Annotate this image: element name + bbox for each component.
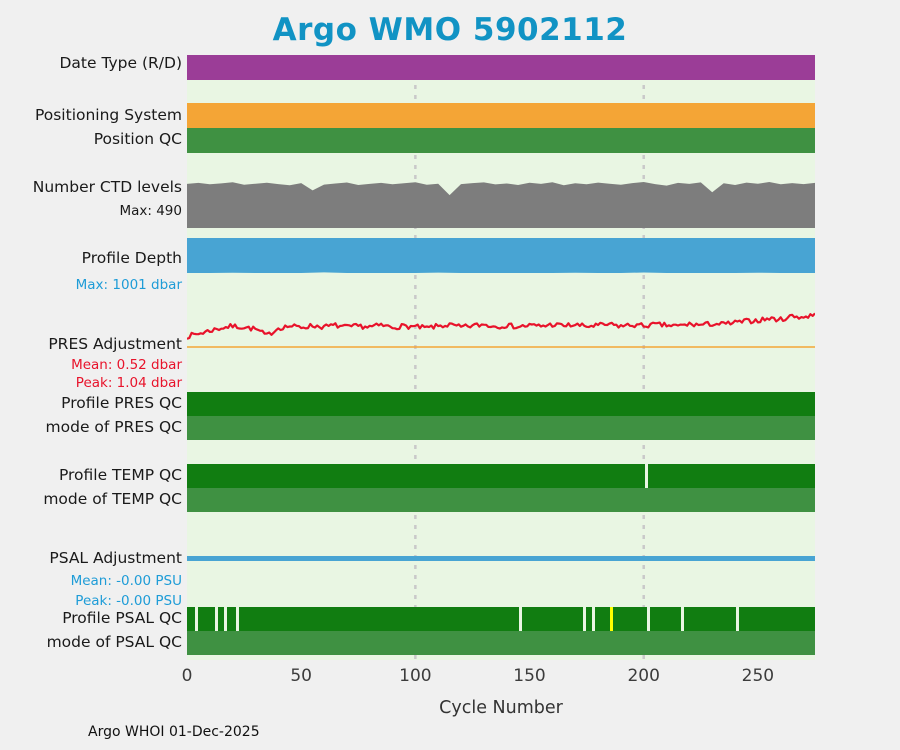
psal-qc-gap-marker xyxy=(518,607,522,631)
x-tick-label: 100 xyxy=(399,666,432,686)
stat-pres-mean: Mean: 0.52 dbar xyxy=(71,357,182,373)
stat-psal-mean: Mean: -0.00 PSU xyxy=(70,573,182,589)
stat-pres-peak: Peak: 1.04 dbar xyxy=(75,375,182,391)
mode-psal-qc-bar xyxy=(187,631,815,655)
psal-qc-gap-marker xyxy=(582,607,586,631)
x-tick-label: 200 xyxy=(627,666,660,686)
psal-qc-gap-marker xyxy=(735,607,739,631)
row-label-mode-temp-qc: mode of TEMP QC xyxy=(43,490,182,508)
position-qc-bar xyxy=(187,128,815,153)
stat-ctd-max: Max: 490 xyxy=(119,203,182,219)
psal-qc-gap-marker xyxy=(646,607,650,631)
row-label-profile-pres-qc: Profile PRES QC xyxy=(61,394,182,412)
profile-depth-area xyxy=(187,238,815,273)
row-label-pres-adjustment: PRES Adjustment xyxy=(48,335,182,353)
psal-qc-gap-marker xyxy=(194,607,198,631)
date-type-bar xyxy=(187,55,815,80)
profile-pres-qc-bar xyxy=(187,392,815,416)
row-label-mode-pres-qc: mode of PRES QC xyxy=(45,418,182,436)
ctd-levels-area xyxy=(187,182,815,228)
mode-temp-qc-bar xyxy=(187,488,815,512)
row-label-profile-temp-qc: Profile TEMP QC xyxy=(58,466,182,484)
plot-canvas xyxy=(187,55,815,660)
row-label-position-qc: Position QC xyxy=(93,130,182,148)
psal-qc-gap-marker xyxy=(224,607,228,631)
psal-qc-gap-marker xyxy=(591,607,595,631)
row-label-psal-adjustment: PSAL Adjustment xyxy=(49,549,182,567)
stat-depth-max: Max: 1001 dbar xyxy=(75,277,182,293)
temp-qc-gap-marker xyxy=(644,464,648,488)
x-axis-label: Cycle Number xyxy=(439,698,563,718)
row-label-ctd-levels: Number CTD levels xyxy=(32,178,182,196)
row-label-mode-psal-qc: mode of PSAL QC xyxy=(46,633,182,651)
plot-area xyxy=(187,55,815,660)
x-axis-ticks: 0 50 100 150 200 250 xyxy=(182,666,815,690)
row-label-profile-depth: Profile Depth xyxy=(81,249,182,267)
x-tick-label: 150 xyxy=(513,666,546,686)
chart-title: Argo WMO 5902112 xyxy=(272,12,628,48)
pres-adjustment-line xyxy=(187,312,815,340)
stat-psal-peak: Peak: -0.00 PSU xyxy=(75,593,182,609)
row-label-date-type: Date Type (R/D) xyxy=(59,54,182,72)
x-tick-label: 0 xyxy=(181,666,193,686)
psal-qc-gap-marker xyxy=(215,607,219,631)
profile-psal-qc-bar xyxy=(187,607,815,631)
psal-qc-gap-marker xyxy=(235,607,239,631)
row-label-positioning: Positioning System xyxy=(34,106,182,124)
psal-adjustment-line xyxy=(187,556,815,561)
psal-qc-gap-marker xyxy=(681,607,685,631)
mode-pres-qc-bar xyxy=(187,416,815,440)
psal-qc-flag-marker xyxy=(610,607,614,631)
x-tick-label: 50 xyxy=(290,666,312,686)
footer-credit: Argo WHOI 01-Dec-2025 xyxy=(88,724,260,740)
x-tick-label: 250 xyxy=(741,666,775,686)
positioning-system-bar xyxy=(187,103,815,128)
row-label-profile-psal-qc: Profile PSAL QC xyxy=(62,609,182,627)
profile-temp-qc-bar xyxy=(187,464,815,488)
